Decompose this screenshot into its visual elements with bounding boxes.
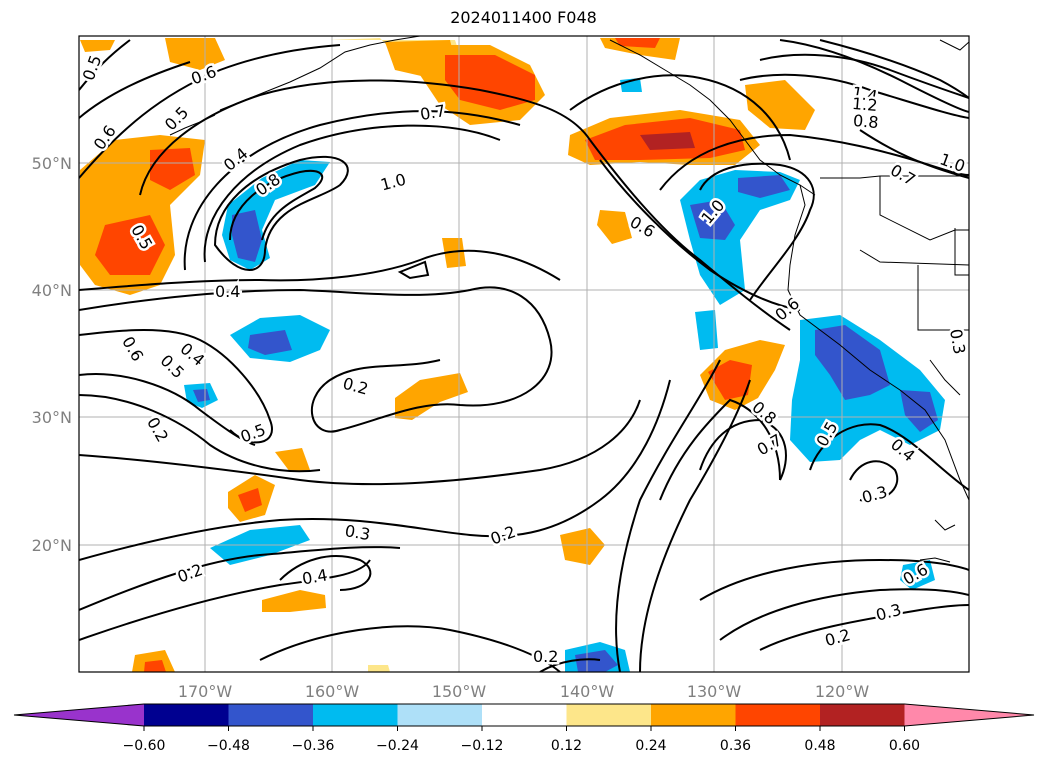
colorbar-tick-label: −0.12 (461, 738, 504, 754)
colorbar-tick-label: 0.24 (635, 738, 666, 754)
lon-label: 160°W (305, 682, 360, 701)
lat-label: 50°N (32, 154, 72, 173)
map-title: 2024011400 F048 (450, 8, 597, 27)
colorbar-segment (313, 704, 398, 726)
colorbar-segment (820, 704, 905, 726)
contour-label: 0.8 (852, 111, 879, 132)
lat-label: 40°N (32, 281, 72, 300)
lon-label: 150°W (432, 682, 487, 701)
lat-label: 20°N (32, 536, 72, 555)
contour-lines (79, 39, 969, 672)
lat-axis: 50°N 40°N 30°N 20°N (32, 154, 72, 555)
colorbar-extend-left (14, 704, 144, 726)
colorbar-tick-label: 0.60 (889, 738, 920, 754)
colorbar-segment (651, 704, 736, 726)
lon-label: 140°W (560, 682, 615, 701)
colorbar-tick-label: 0.36 (720, 738, 751, 754)
colorbar-tick-label: 0.12 (551, 738, 582, 754)
gridlines (79, 36, 969, 672)
contour-label: 0.4 (215, 282, 240, 301)
colorbar-ticks (143, 726, 905, 731)
lon-label: 120°W (815, 682, 870, 701)
contour-label: 1.2 (851, 94, 878, 115)
lon-label: 170°W (178, 682, 233, 701)
colorbar-segment (228, 704, 313, 726)
colorbar-segment (566, 704, 651, 726)
colorbar-extend-right (904, 704, 1034, 726)
contour-label: 0.2 (533, 647, 558, 666)
lon-label: 130°W (687, 682, 742, 701)
colorbar-tick-label: −0.24 (376, 738, 419, 754)
colorbar-tick-label: −0.36 (292, 738, 335, 754)
colorbar: −0.60 −0.48 −0.36 −0.24 −0.12 0.12 0.24 … (13, 703, 1035, 754)
colorbar-segment (482, 704, 567, 726)
colorbar-segment (397, 704, 482, 726)
map-frame (78, 35, 970, 673)
coastlines (169, 36, 969, 563)
map-area: 0.5 0.6 0.6 0.5 0.4 0.8 0.7 1.0 0.5 0.4 … (79, 36, 969, 672)
lon-axis: 170°W 160°W 150°W 140°W 130°W 120°W (178, 682, 870, 701)
colorbar-tick-label: −0.60 (123, 738, 166, 754)
colorbar-segment (144, 704, 229, 726)
colorbar-segment (735, 704, 820, 726)
colorbar-tick-label: −0.48 (207, 738, 250, 754)
lat-label: 30°N (32, 408, 72, 427)
colorbar-tick-label: 0.48 (804, 738, 835, 754)
